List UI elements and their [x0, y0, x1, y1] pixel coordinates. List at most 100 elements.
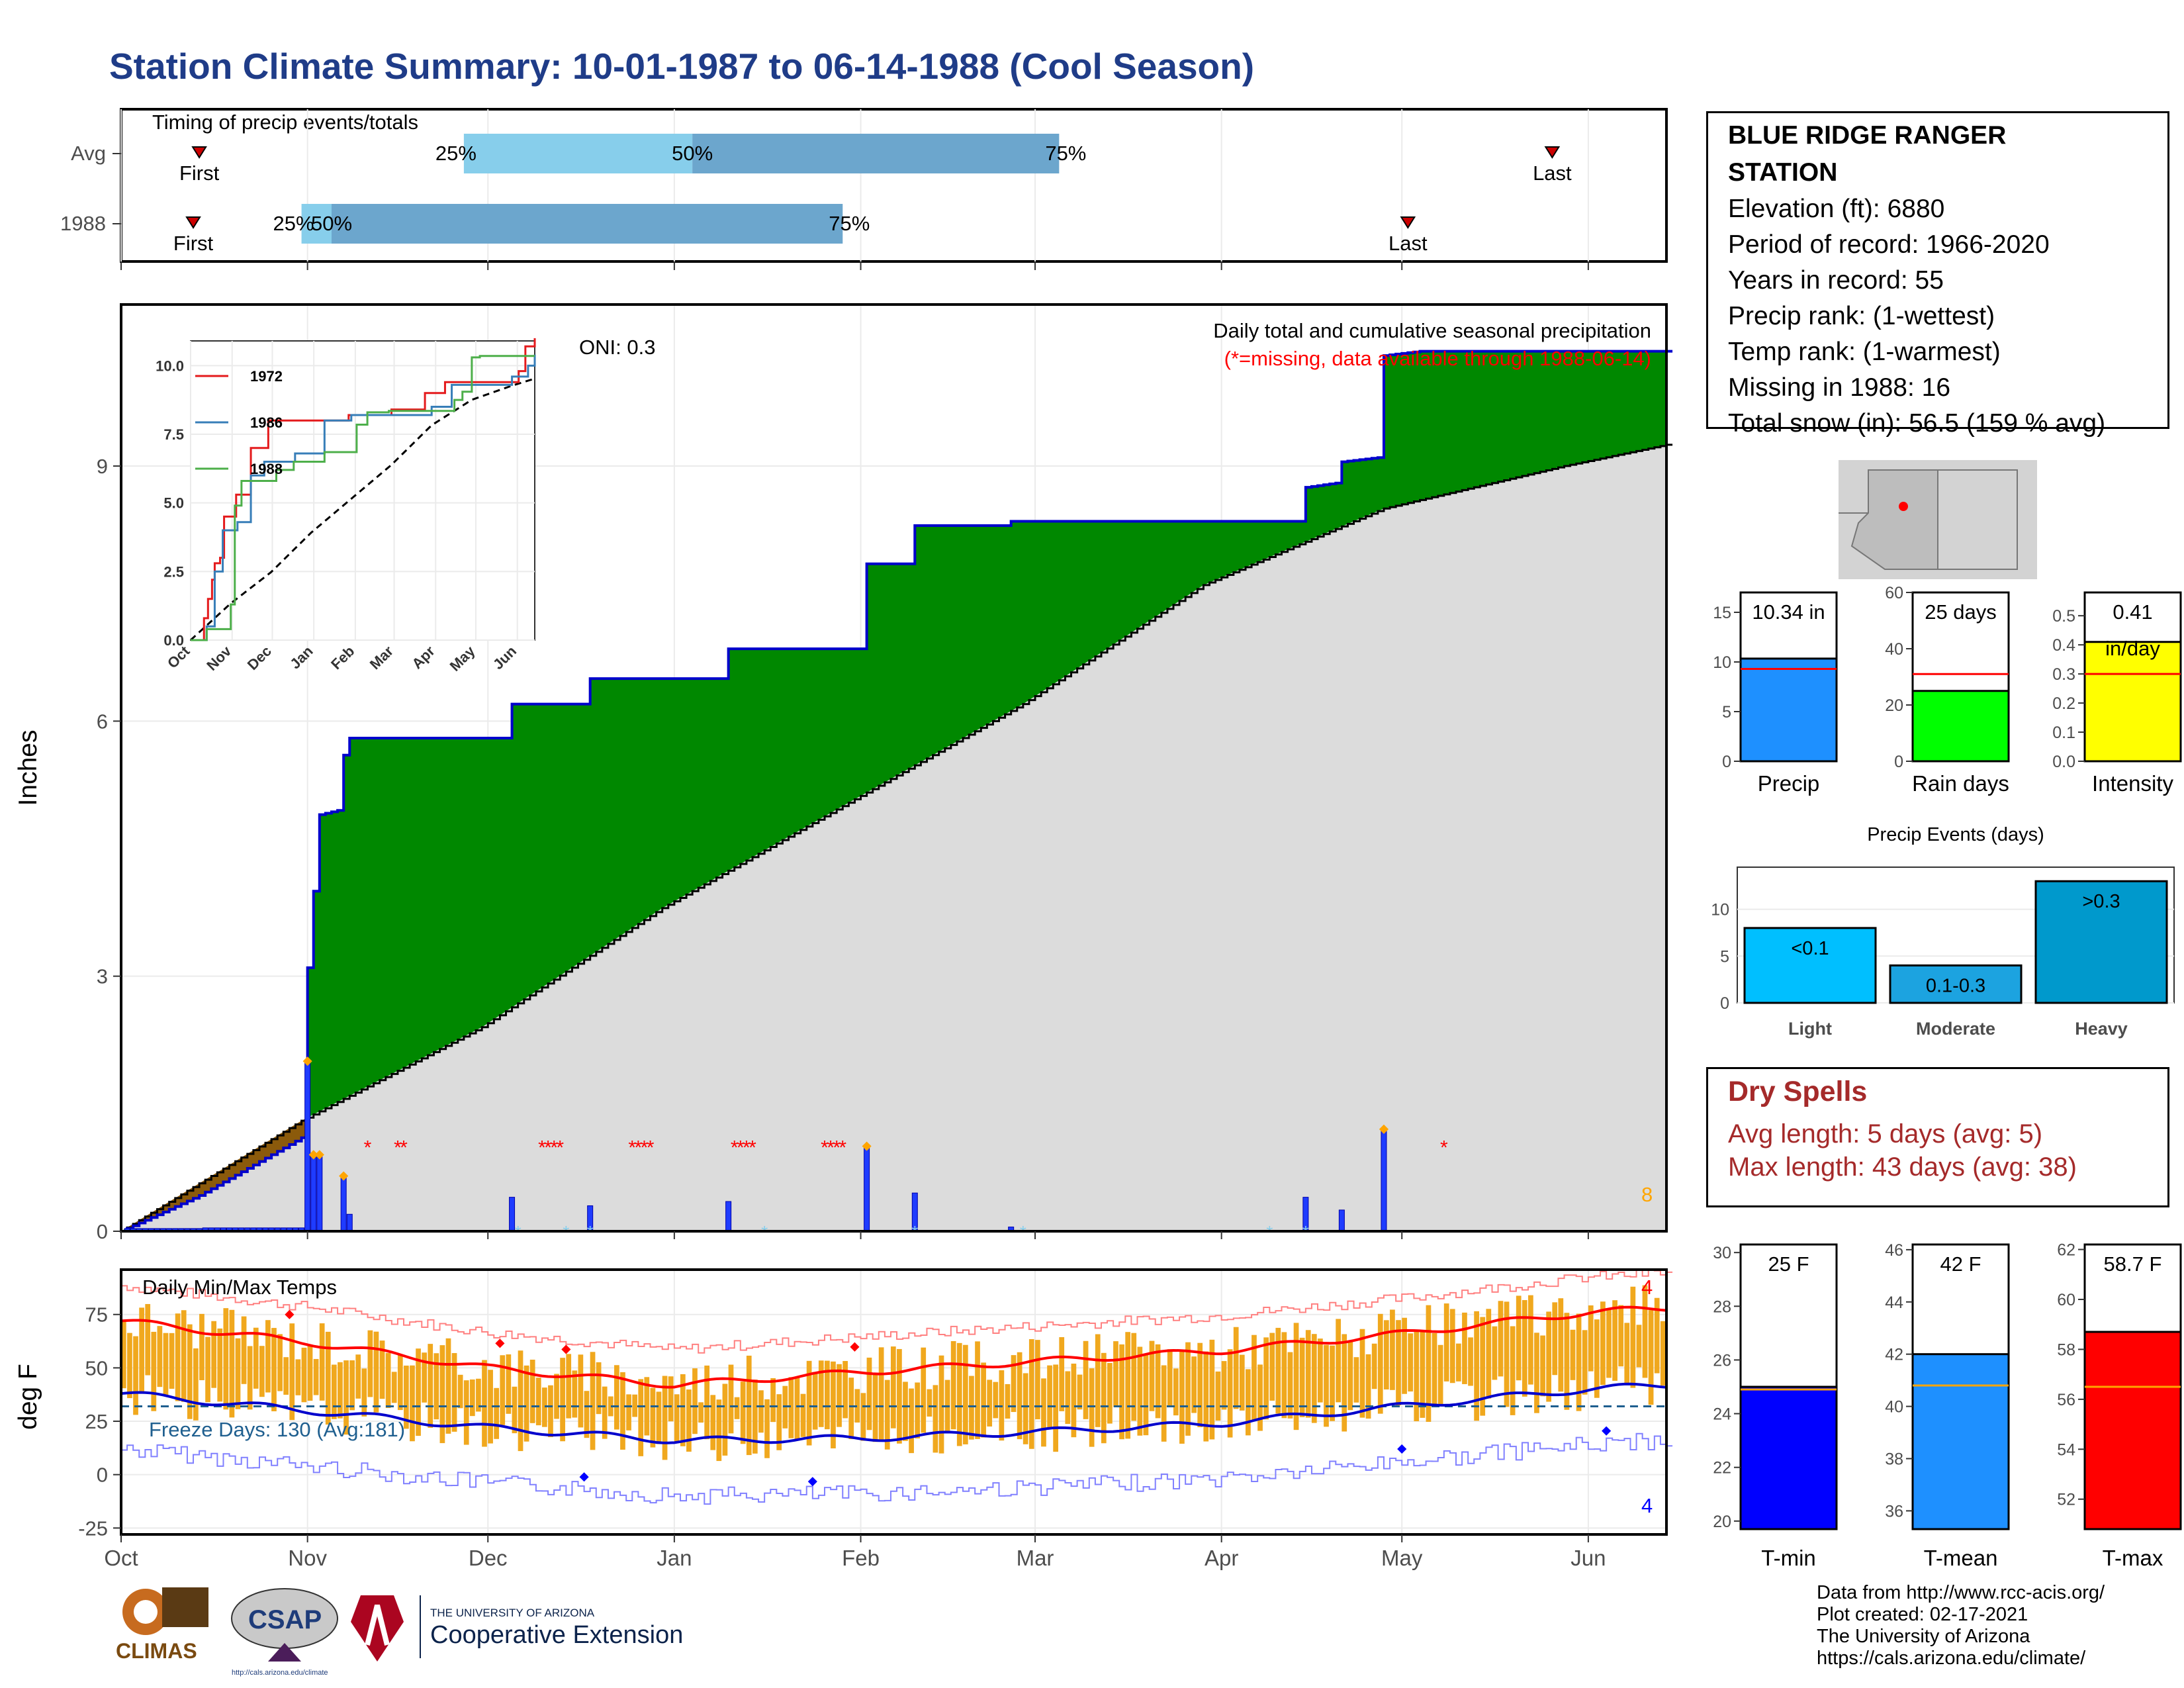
daily-temp-bar [313, 1358, 319, 1395]
daily-temp-bar [987, 1380, 993, 1427]
mini-value-label: in/day [2105, 637, 2160, 660]
daily-temp-bar [1353, 1357, 1359, 1403]
daily-temp-bar [283, 1357, 289, 1395]
mini-y-tick-label: 36 [1885, 1502, 1903, 1521]
mini-category-label: Rain days [1912, 771, 2009, 796]
daily-temp-bar [1600, 1301, 1606, 1385]
daily-temp-bar [1215, 1371, 1221, 1421]
missing-day-icon: * [827, 1137, 835, 1159]
timing-p75-label: 75% [829, 212, 870, 235]
daily-temp-bar [529, 1360, 535, 1423]
precip-avg-line [121, 444, 1673, 1233]
daily-temp-bar [163, 1333, 169, 1396]
missing-count: 8 [1641, 1183, 1653, 1206]
temp-panel: -25 0 25 50 75 Daily Min/Max Temps Freeze Da… [14, 1268, 1673, 1570]
daily-temp-bar [818, 1360, 824, 1427]
daily-temp-bar [608, 1396, 614, 1417]
mini-y-tick-label: 52 [2057, 1491, 2075, 1509]
climas-logo-text: CLIMAS [116, 1639, 197, 1663]
daily-temp-bar [1209, 1339, 1215, 1440]
mini-y-tick-label: 38 [1885, 1450, 1903, 1468]
daily-temp-bar [1287, 1352, 1293, 1419]
mini-bar-chart: 0 20 40 60 25 days Rain days [1885, 584, 2010, 796]
daily-temp-bar [692, 1368, 698, 1434]
mini-category-label: T-max [2103, 1546, 2163, 1570]
credit-university: The University of Arizona [1817, 1626, 2030, 1647]
daily-temp-bar [794, 1378, 800, 1440]
daily-temp-bar [710, 1395, 716, 1450]
mini-value-bar [1911, 1353, 2010, 1530]
daily-temp-bar [1233, 1327, 1239, 1409]
mini-y-tick-label: 0.4 [2052, 636, 2075, 655]
daily-temp-bar [1582, 1330, 1588, 1395]
daily-temp-bar [1612, 1300, 1617, 1381]
missing-day-icon: * [628, 1137, 636, 1159]
precip-events-chart: 0 5 10 <0.1 Light 0.1-0.3 Moderate >0.3 Heavy Pr… [1711, 824, 2175, 1039]
daily-temp-bar [1077, 1374, 1083, 1410]
daily-temp-bar [1143, 1353, 1149, 1436]
daily-temp-bar [247, 1346, 253, 1410]
mini-bar-chart: 52 54 56 58 60 62 58.7 F T-max [2057, 1241, 2182, 1570]
daily-temp-bar [1594, 1319, 1600, 1398]
daily-temp-bar [295, 1359, 301, 1395]
daily-temp-bar [614, 1365, 619, 1430]
temp-frame [120, 1268, 1668, 1536]
record-min-line [121, 1432, 1673, 1505]
inset-y-tick-label: 5.0 [163, 495, 184, 512]
daily-temp-bar [1197, 1342, 1203, 1427]
first-marker-icon [185, 216, 201, 229]
daily-temp-bar [1534, 1333, 1539, 1413]
daily-temp-bar [175, 1313, 181, 1401]
min-records-count: 4 [1641, 1494, 1653, 1517]
x-tick-label: Mar [1017, 1546, 1054, 1570]
daily-temp-bar [909, 1388, 914, 1454]
daily-temp-bar [776, 1394, 782, 1450]
daily-temp-bar [1365, 1354, 1371, 1419]
mini-y-tick-label: 46 [1885, 1241, 1903, 1260]
daily-temp-bar [1263, 1337, 1269, 1420]
inset-y-tick-label: 7.5 [163, 426, 184, 443]
mini-value-bar [1911, 690, 2010, 763]
daily-temp-bar [1576, 1313, 1582, 1411]
daily-temp-bar [806, 1360, 812, 1446]
precip-events-title: Precip Events (days) [1867, 824, 2044, 845]
daily-temp-bar [1324, 1344, 1329, 1427]
missing-day-icon: * [743, 1137, 751, 1159]
daily-temp-bar [1053, 1364, 1058, 1452]
daily-temp-bar [704, 1365, 710, 1440]
daily-temp-bar [1035, 1340, 1040, 1420]
daily-temp-bar [1059, 1336, 1065, 1411]
daily-temp-bar [921, 1347, 927, 1433]
daily-temp-bar [837, 1364, 842, 1427]
daily-temp-bar [535, 1378, 541, 1426]
daily-temp-bar [975, 1341, 980, 1439]
daily-temp-bar [338, 1362, 343, 1419]
daily-temp-bar [151, 1331, 157, 1411]
record-max-marker [561, 1344, 571, 1354]
daily-temp-bar [1028, 1338, 1034, 1449]
daily-temp-bar [512, 1386, 518, 1434]
dry-spells-box: Dry Spells Avg length: 5 days (avg: 5) M… [1706, 1067, 2169, 1207]
timing-p75-label: 75% [1045, 142, 1086, 165]
daily-temp-bar [764, 1399, 770, 1458]
daily-temp-bar [716, 1399, 722, 1462]
daily-temp-bar [728, 1364, 734, 1434]
daily-temp-bar [860, 1393, 866, 1441]
daily-temp-bar [1299, 1337, 1305, 1417]
daily-temp-bar [1570, 1329, 1576, 1380]
credits: Data from http://www.rcc-acis.org/ Plot … [1817, 1582, 2105, 1669]
freeze-days-label: Freeze Days: 130 (Avg:181) [149, 1418, 405, 1441]
daily-precip-bar [340, 1176, 347, 1232]
daily-temp-bar [1239, 1354, 1245, 1411]
daily-temp-bar [548, 1385, 553, 1438]
mini-y-tick-label: 20 [1885, 696, 1903, 715]
daily-temp-bar [391, 1372, 397, 1403]
mini-value-bar [1739, 657, 1838, 763]
daily-temp-bar [1510, 1326, 1516, 1415]
x-tick-label: Nov [288, 1546, 327, 1570]
station-info: BLUE RIDGE RANGER STATION Elevation (ft)… [1706, 111, 2169, 438]
daily-temp-bar [187, 1324, 193, 1419]
daily-temp-bar [1119, 1344, 1124, 1440]
daily-temp-bar [1546, 1311, 1552, 1402]
